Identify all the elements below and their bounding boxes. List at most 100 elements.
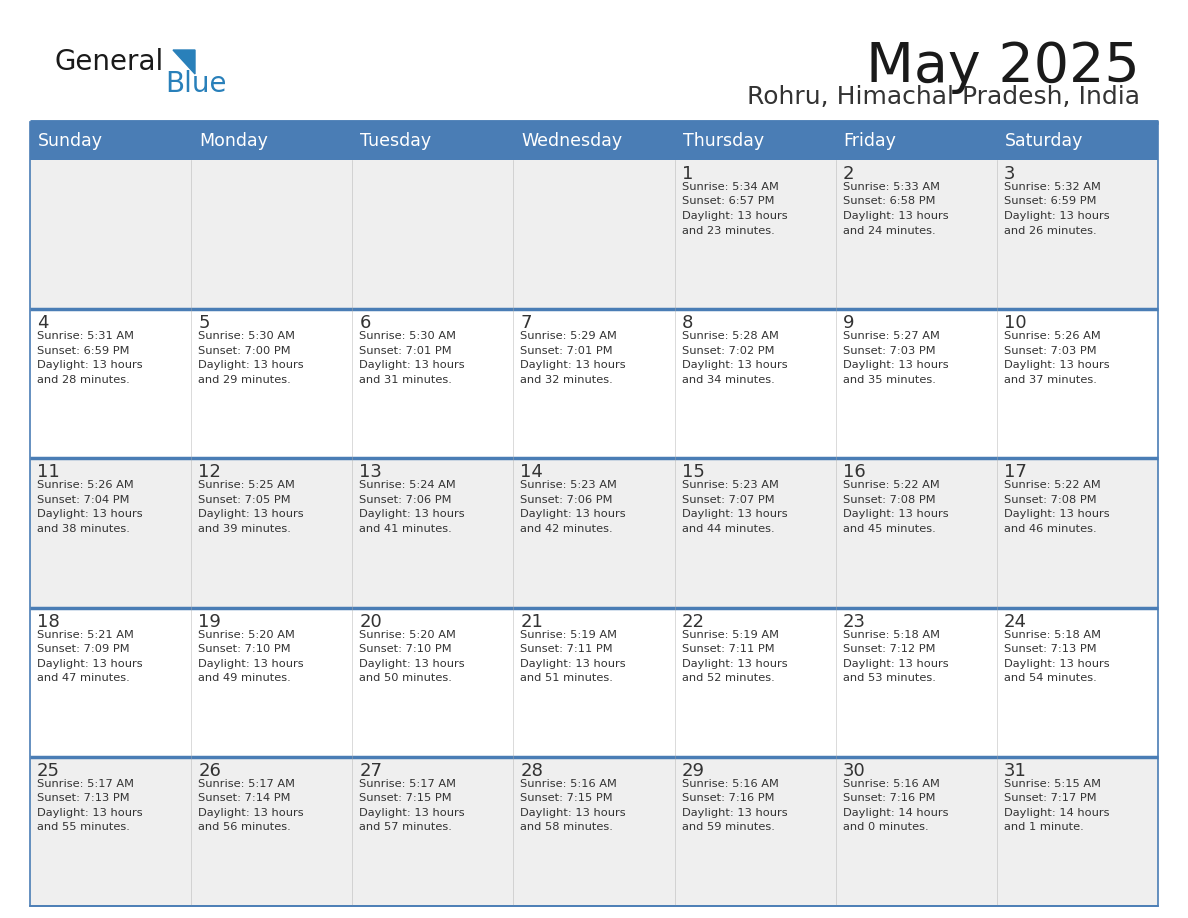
Text: Daylight: 13 hours: Daylight: 13 hours — [198, 808, 304, 818]
Text: Daylight: 14 hours: Daylight: 14 hours — [1004, 808, 1110, 818]
Text: 13: 13 — [359, 464, 383, 481]
Text: Sunset: 7:13 PM: Sunset: 7:13 PM — [1004, 644, 1097, 655]
Text: Monday: Monday — [200, 132, 268, 150]
Text: and 46 minutes.: and 46 minutes. — [1004, 524, 1097, 534]
Text: and 50 minutes.: and 50 minutes. — [359, 673, 453, 683]
Text: Sunrise: 5:32 AM: Sunrise: 5:32 AM — [1004, 182, 1101, 192]
Text: 23: 23 — [842, 612, 866, 631]
Text: Daylight: 13 hours: Daylight: 13 hours — [1004, 211, 1110, 221]
Text: and 29 minutes.: and 29 minutes. — [198, 375, 291, 385]
Text: Wednesday: Wednesday — [522, 132, 623, 150]
Text: Sunset: 7:10 PM: Sunset: 7:10 PM — [359, 644, 451, 655]
Text: Sunset: 7:16 PM: Sunset: 7:16 PM — [842, 793, 935, 803]
Text: and 44 minutes.: and 44 minutes. — [682, 524, 775, 534]
Text: and 57 minutes.: and 57 minutes. — [359, 823, 453, 833]
Text: Sunrise: 5:19 AM: Sunrise: 5:19 AM — [520, 630, 618, 640]
Text: Sunrise: 5:30 AM: Sunrise: 5:30 AM — [198, 331, 295, 341]
Text: Sunrise: 5:27 AM: Sunrise: 5:27 AM — [842, 331, 940, 341]
Text: Sunrise: 5:16 AM: Sunrise: 5:16 AM — [842, 778, 940, 789]
Text: Daylight: 13 hours: Daylight: 13 hours — [842, 509, 948, 520]
Bar — [997, 122, 1158, 160]
Text: General: General — [55, 48, 164, 76]
Text: Sunrise: 5:29 AM: Sunrise: 5:29 AM — [520, 331, 618, 341]
Text: Daylight: 13 hours: Daylight: 13 hours — [359, 509, 465, 520]
Text: and 24 minutes.: and 24 minutes. — [842, 226, 935, 236]
Text: Sunrise: 5:17 AM: Sunrise: 5:17 AM — [359, 778, 456, 789]
Text: Sunrise: 5:20 AM: Sunrise: 5:20 AM — [198, 630, 295, 640]
Polygon shape — [173, 50, 195, 74]
Text: and 0 minutes.: and 0 minutes. — [842, 823, 928, 833]
Text: Thursday: Thursday — [683, 132, 764, 150]
Text: Sunset: 7:17 PM: Sunset: 7:17 PM — [1004, 793, 1097, 803]
Text: Daylight: 13 hours: Daylight: 13 hours — [37, 658, 143, 668]
Text: Sunrise: 5:28 AM: Sunrise: 5:28 AM — [682, 331, 778, 341]
Text: and 32 minutes.: and 32 minutes. — [520, 375, 613, 385]
Text: and 52 minutes.: and 52 minutes. — [682, 673, 775, 683]
Text: 1: 1 — [682, 165, 693, 183]
Text: Sunset: 7:11 PM: Sunset: 7:11 PM — [682, 644, 775, 655]
Text: Sunset: 7:16 PM: Sunset: 7:16 PM — [682, 793, 775, 803]
Text: 29: 29 — [682, 762, 704, 779]
Text: Tuesday: Tuesday — [360, 132, 431, 150]
Text: 28: 28 — [520, 762, 543, 779]
Text: Sunset: 7:00 PM: Sunset: 7:00 PM — [198, 346, 291, 355]
Text: 17: 17 — [1004, 464, 1026, 481]
Text: 2: 2 — [842, 165, 854, 183]
Text: 14: 14 — [520, 464, 543, 481]
Text: Sunrise: 5:16 AM: Sunrise: 5:16 AM — [520, 778, 618, 789]
Text: Friday: Friday — [843, 132, 897, 150]
Text: Sunset: 7:15 PM: Sunset: 7:15 PM — [359, 793, 451, 803]
Text: Rohru, Himachal Pradesh, India: Rohru, Himachal Pradesh, India — [747, 85, 1140, 109]
Text: Sunset: 7:15 PM: Sunset: 7:15 PM — [520, 793, 613, 803]
Text: Daylight: 13 hours: Daylight: 13 hours — [198, 658, 304, 668]
Text: Sunrise: 5:15 AM: Sunrise: 5:15 AM — [1004, 778, 1101, 789]
Text: 25: 25 — [37, 762, 61, 779]
Text: 19: 19 — [198, 612, 221, 631]
Text: Daylight: 13 hours: Daylight: 13 hours — [37, 509, 143, 520]
Text: and 53 minutes.: and 53 minutes. — [842, 673, 936, 683]
Text: 21: 21 — [520, 612, 543, 631]
Text: and 45 minutes.: and 45 minutes. — [842, 524, 935, 534]
Bar — [30, 122, 191, 160]
Text: Sunset: 7:13 PM: Sunset: 7:13 PM — [37, 793, 129, 803]
Text: Daylight: 13 hours: Daylight: 13 hours — [359, 658, 465, 668]
Text: Saturday: Saturday — [1005, 132, 1083, 150]
Text: and 37 minutes.: and 37 minutes. — [1004, 375, 1097, 385]
Text: Daylight: 13 hours: Daylight: 13 hours — [682, 211, 788, 221]
Text: Sunrise: 5:17 AM: Sunrise: 5:17 AM — [37, 778, 134, 789]
Text: Daylight: 13 hours: Daylight: 13 hours — [682, 509, 788, 520]
Text: Daylight: 13 hours: Daylight: 13 hours — [520, 658, 626, 668]
Bar — [30, 122, 1158, 906]
Text: 20: 20 — [359, 612, 383, 631]
Text: Sunset: 6:57 PM: Sunset: 6:57 PM — [682, 196, 775, 207]
Text: 31: 31 — [1004, 762, 1026, 779]
Text: and 55 minutes.: and 55 minutes. — [37, 823, 129, 833]
Text: Sunrise: 5:22 AM: Sunrise: 5:22 AM — [1004, 480, 1100, 490]
Text: and 41 minutes.: and 41 minutes. — [359, 524, 453, 534]
Text: Daylight: 13 hours: Daylight: 13 hours — [359, 808, 465, 818]
Bar — [835, 122, 997, 160]
Bar — [30, 458, 1158, 608]
Text: Daylight: 13 hours: Daylight: 13 hours — [842, 360, 948, 370]
Text: and 35 minutes.: and 35 minutes. — [842, 375, 936, 385]
Text: and 42 minutes.: and 42 minutes. — [520, 524, 613, 534]
Text: and 58 minutes.: and 58 minutes. — [520, 823, 613, 833]
Text: Sunrise: 5:26 AM: Sunrise: 5:26 AM — [1004, 331, 1100, 341]
Text: 6: 6 — [359, 314, 371, 332]
Text: and 23 minutes.: and 23 minutes. — [682, 226, 775, 236]
Text: 16: 16 — [842, 464, 866, 481]
Text: Daylight: 13 hours: Daylight: 13 hours — [682, 658, 788, 668]
Text: Sunrise: 5:31 AM: Sunrise: 5:31 AM — [37, 331, 134, 341]
Text: Sunrise: 5:22 AM: Sunrise: 5:22 AM — [842, 480, 940, 490]
Text: 22: 22 — [682, 612, 704, 631]
Text: 10: 10 — [1004, 314, 1026, 332]
Text: Daylight: 13 hours: Daylight: 13 hours — [1004, 658, 1110, 668]
Text: Blue: Blue — [165, 70, 227, 98]
Text: 27: 27 — [359, 762, 383, 779]
Text: Sunset: 7:06 PM: Sunset: 7:06 PM — [359, 495, 451, 505]
Bar — [191, 122, 353, 160]
Text: and 31 minutes.: and 31 minutes. — [359, 375, 453, 385]
Text: 4: 4 — [37, 314, 49, 332]
Text: Sunset: 7:01 PM: Sunset: 7:01 PM — [520, 346, 613, 355]
Text: Sunset: 7:02 PM: Sunset: 7:02 PM — [682, 346, 775, 355]
